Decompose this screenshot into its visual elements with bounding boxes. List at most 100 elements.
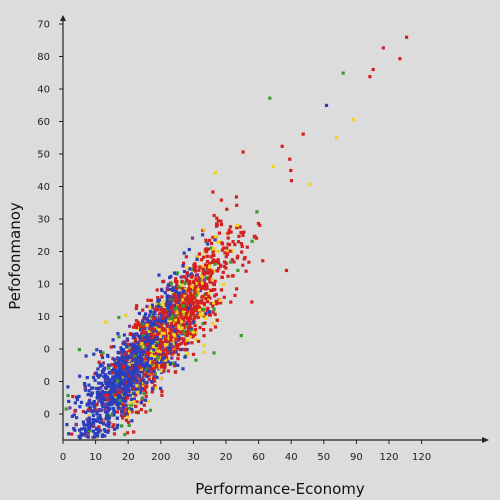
- data-point: [155, 288, 159, 292]
- data-point: [111, 412, 115, 416]
- data-point: [93, 435, 97, 439]
- data-point: [115, 393, 119, 397]
- data-point: [177, 314, 181, 318]
- data-point: [189, 306, 193, 310]
- data-point: [167, 319, 171, 323]
- data-point: [181, 367, 185, 371]
- data-point: [139, 355, 143, 359]
- data-point: [169, 335, 173, 339]
- data-point: [167, 295, 172, 299]
- data-point: [196, 305, 200, 309]
- data-point: [130, 349, 134, 353]
- data-points: [64, 35, 409, 440]
- data-point: [280, 144, 284, 148]
- data-point: [108, 403, 112, 407]
- data-point: [178, 293, 182, 297]
- data-point: [152, 327, 157, 331]
- data-point: [111, 406, 115, 410]
- data-point: [112, 358, 116, 362]
- data-point: [86, 419, 90, 423]
- data-point: [156, 325, 160, 329]
- data-point: [136, 320, 140, 324]
- data-point: [243, 256, 247, 260]
- data-point: [130, 359, 134, 363]
- data-point: [182, 337, 186, 341]
- data-point: [177, 335, 181, 339]
- data-point: [94, 371, 98, 375]
- data-point: [117, 315, 121, 320]
- data-point: [153, 308, 157, 312]
- data-point: [236, 268, 240, 272]
- data-point: [168, 317, 172, 321]
- data-point: [146, 336, 150, 340]
- data-point: [188, 316, 192, 320]
- data-point: [138, 381, 142, 386]
- data-point: [87, 429, 92, 433]
- data-point: [133, 323, 137, 327]
- data-point: [179, 275, 183, 279]
- x-axis-title: Performance-Economy: [195, 480, 365, 498]
- data-point: [100, 353, 104, 357]
- data-point: [204, 312, 208, 316]
- data-point: [163, 338, 167, 343]
- data-point: [126, 420, 131, 424]
- data-point: [189, 321, 193, 325]
- data-point: [186, 352, 190, 356]
- data-point: [138, 360, 142, 364]
- data-point: [197, 308, 201, 312]
- data-point: [159, 369, 163, 373]
- data-point: [123, 399, 127, 404]
- data-point: [97, 399, 101, 403]
- data-point: [160, 365, 164, 369]
- data-point: [234, 195, 238, 199]
- data-point: [120, 354, 124, 358]
- data-point: [183, 315, 187, 319]
- data-point: [93, 378, 97, 382]
- data-point: [176, 320, 181, 324]
- data-point: [206, 242, 210, 246]
- data-point: [172, 364, 177, 368]
- data-point: [224, 261, 228, 265]
- data-point: [166, 363, 170, 367]
- data-point: [240, 244, 244, 248]
- data-point: [148, 309, 152, 314]
- data-point: [153, 321, 157, 325]
- data-point: [103, 393, 108, 397]
- data-point: [271, 164, 275, 168]
- data-point: [119, 371, 123, 376]
- data-point: [167, 324, 171, 328]
- data-point: [203, 321, 207, 325]
- data-point: [207, 310, 211, 314]
- data-point: [136, 340, 140, 344]
- x-tick-label: 120: [412, 452, 431, 463]
- data-point: [113, 383, 117, 387]
- data-point: [94, 408, 98, 412]
- data-point: [191, 268, 195, 272]
- data-point: [116, 379, 120, 383]
- data-point: [211, 250, 215, 254]
- data-point: [144, 385, 148, 389]
- x-tick-label: 120: [379, 452, 398, 463]
- data-point: [106, 393, 110, 397]
- data-point: [187, 326, 191, 330]
- y-tick-label: 60: [37, 117, 50, 128]
- data-point: [95, 412, 99, 416]
- data-point: [193, 333, 197, 337]
- data-point: [179, 320, 183, 324]
- data-point: [216, 240, 220, 244]
- data-point: [169, 305, 173, 309]
- data-point: [126, 385, 130, 389]
- data-point: [194, 330, 198, 334]
- data-point: [208, 238, 212, 242]
- data-point: [205, 286, 209, 291]
- data-point: [202, 303, 207, 307]
- data-point: [140, 364, 144, 368]
- data-point: [185, 338, 190, 342]
- data-point: [127, 354, 131, 358]
- data-point: [139, 322, 143, 327]
- data-point: [90, 410, 94, 414]
- data-point: [111, 400, 115, 404]
- data-point: [165, 343, 169, 347]
- data-point: [147, 370, 151, 374]
- data-point: [98, 416, 102, 420]
